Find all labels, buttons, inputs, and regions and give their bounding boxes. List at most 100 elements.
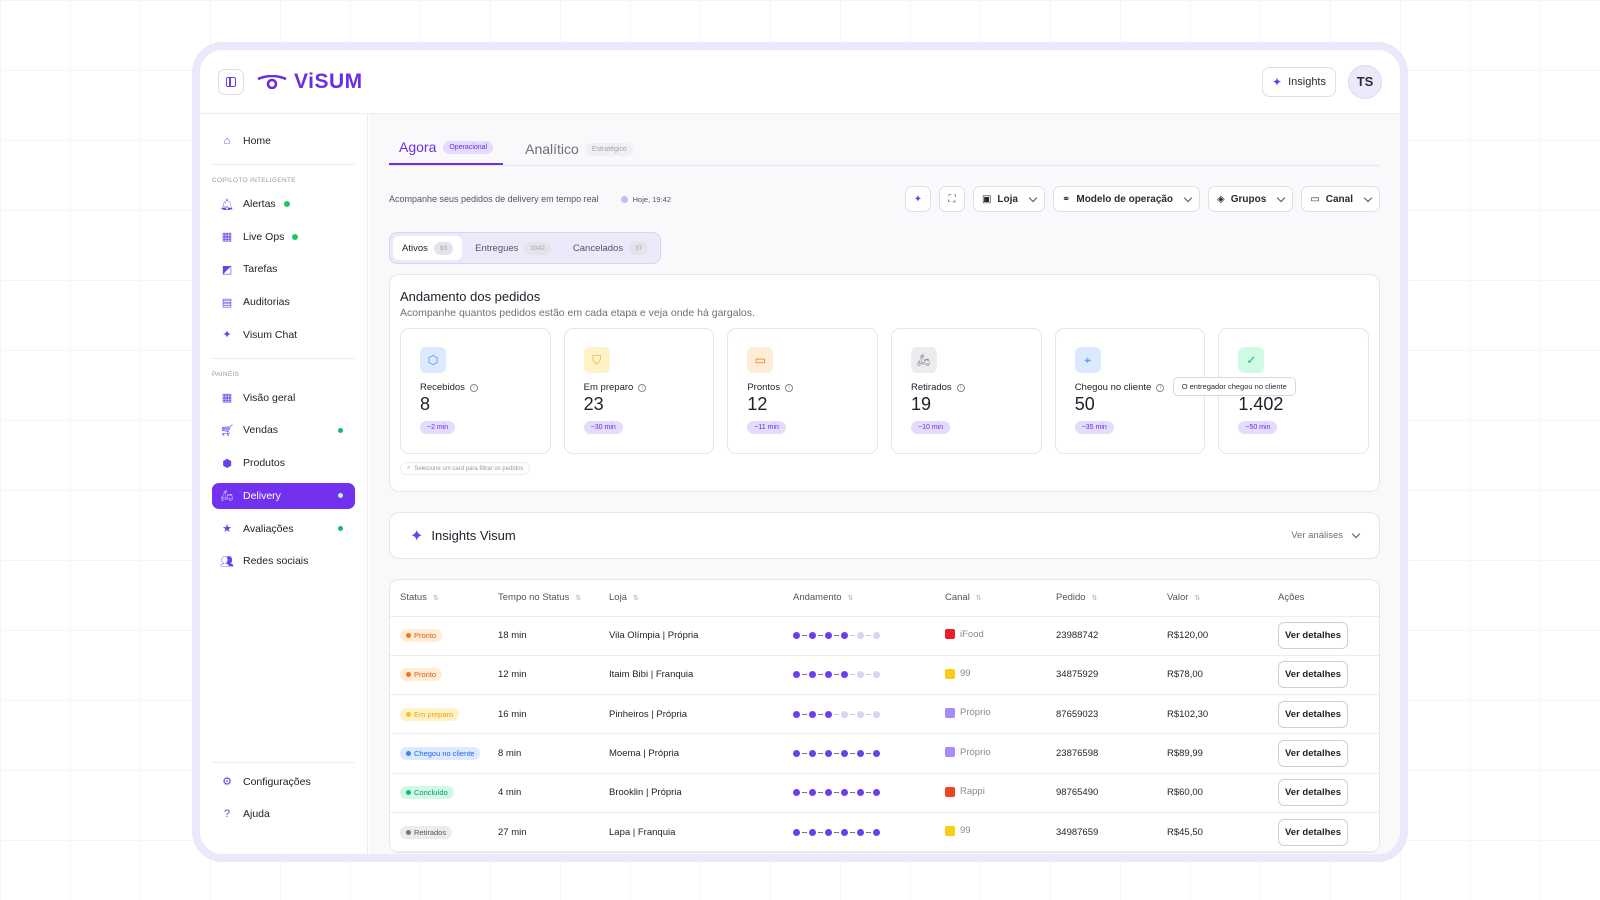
cell-store: Itaim Bibi | Franquia: [599, 655, 783, 696]
stage-card-retirados[interactable]: 🛵︎ Retirados i 19 ~10 min: [891, 328, 1042, 454]
ver-detalhes-button[interactable]: Ver detalhes: [1278, 661, 1348, 689]
sort-icon: ⇅: [1091, 595, 1098, 603]
filter-canal[interactable]: ▭ Canal: [1301, 186, 1380, 212]
insights-panel[interactable]: ✦ Insights Visum Ver análises: [389, 512, 1380, 559]
tab-label: Agora: [399, 139, 437, 155]
column-header-andamento[interactable]: Andamento ⇅: [783, 580, 935, 617]
progress-connector: [818, 831, 823, 833]
sidebar-item-vendas[interactable]: 🛒︎ Vendas: [212, 417, 355, 443]
column-header-status[interactable]: Status ⇅: [390, 580, 488, 617]
column-header-pedido[interactable]: Pedido ⇅: [1046, 580, 1157, 617]
ver-detalhes-button[interactable]: Ver detalhes: [1278, 740, 1348, 768]
users-icon: 👥︎: [220, 555, 234, 568]
status-dot: [292, 233, 299, 240]
sidebar-item-produtos[interactable]: ⬢ Produtos: [212, 450, 355, 476]
sidebar-item-visao-geral[interactable]: ▦ Visão geral: [212, 385, 355, 411]
sidebar-item-home[interactable]: ⌂ Home: [212, 128, 355, 154]
ver-detalhes-button[interactable]: Ver detalhes: [1278, 700, 1348, 728]
info-icon[interactable]: i: [1156, 383, 1165, 392]
sidebar-item-configuracoes[interactable]: ⚙ Configurações: [212, 769, 355, 795]
sidebar-item-live-ops[interactable]: ▦ Live Ops: [212, 224, 355, 250]
cell-value: R$45,50: [1157, 812, 1268, 853]
status-text: Em preparo: [414, 709, 454, 719]
cell-actions: Ver detalhes: [1268, 655, 1379, 696]
stage-card-recebidos[interactable]: ⬡ Recebidos i 8 ~2 min: [400, 328, 551, 454]
stage-value: 23: [583, 394, 604, 414]
cell-status: Em preparo: [390, 694, 488, 735]
sidebar-footer: ⚙ Configurações ? Ajuda: [212, 761, 355, 834]
table-row[interactable]: Retirados 27 min Lapa | Franquia 99 34987659…: [390, 812, 1379, 853]
chevron-down-icon: [1363, 193, 1373, 202]
table-row[interactable]: Pronto 18 min Vila Olímpia | Própria iFood 2…: [390, 616, 1379, 656]
progress-connector: [850, 753, 855, 755]
sidebar-item-redes-sociais[interactable]: 👥︎ Redes sociais: [212, 548, 355, 574]
segment-ativos[interactable]: Ativos 93: [393, 236, 463, 260]
stage-card-prontos[interactable]: ▭ Prontos i 12 ~11 min: [727, 328, 879, 454]
info-icon[interactable]: i: [469, 383, 478, 392]
sidebar-item-label: Vendas: [243, 424, 279, 437]
sidebar-item-auditorias[interactable]: ▤ Auditorias: [212, 289, 355, 315]
table-row[interactable]: Pronto 12 min Itaim Bibi | Franquia 99 34875…: [390, 655, 1379, 696]
sidebar-item-label: Visão geral: [243, 391, 296, 404]
progress-connector: [834, 753, 839, 755]
ver-detalhes-button[interactable]: Ver detalhes: [1278, 779, 1348, 807]
cell-channel: Próprio: [935, 733, 1046, 774]
ver-detalhes-button[interactable]: Ver detalhes: [1278, 622, 1348, 650]
table-row[interactable]: Em preparo 16 min Pinheiros | Própria Própr…: [390, 694, 1379, 735]
column-header-canal[interactable]: Canal ⇅: [935, 580, 1046, 617]
info-icon[interactable]: i: [956, 383, 965, 392]
stage-card-em-preparo[interactable]: ⛉ Em preparo i 23 ~30 min: [563, 328, 715, 454]
tab-agora[interactable]: Agora Operacional: [389, 139, 504, 165]
sidebar-item-visum-chat[interactable]: ✦ Visum Chat: [212, 322, 355, 348]
ver-detalhes-button[interactable]: Ver detalhes: [1278, 818, 1348, 846]
progress-step-icon: [841, 789, 848, 797]
filter-hint: ⌕ Selecione um card para filtrar os pedid…: [400, 462, 531, 475]
sidebar-item-delivery[interactable]: 🛵︎ Delivery: [212, 482, 355, 509]
cell-time: 18 min: [488, 616, 599, 656]
ai-sparkle-button[interactable]: ✦: [904, 186, 931, 212]
avatar[interactable]: TS: [1348, 64, 1382, 99]
progress-connector: [850, 831, 855, 833]
cell-actions: Ver detalhes: [1268, 616, 1379, 656]
filter-modelo-operacao[interactable]: ⚭ Modelo de operação: [1052, 186, 1201, 212]
sidebar-toggle-button[interactable]: [218, 68, 244, 95]
progress-step-icon: [857, 828, 864, 836]
progress-connector: [834, 713, 839, 715]
tab-analitico[interactable]: Analítico Estratégico: [515, 141, 643, 165]
status-dot: [338, 427, 343, 433]
sidebar-item-ajuda[interactable]: ? Ajuda: [212, 801, 355, 827]
cell-progress: [783, 733, 935, 774]
stage-card-concluidos[interactable]: ✓ 1.402 ~50 min: [1218, 328, 1370, 454]
status-dot: [283, 201, 290, 207]
progress-connector: [802, 753, 807, 755]
column-header-tempo[interactable]: Tempo no Status ⇅: [488, 580, 599, 617]
info-icon[interactable]: i: [785, 383, 794, 392]
sparkle-icon: ✦: [1272, 74, 1283, 89]
progress-connector: [834, 831, 839, 833]
app-window: ViSUM ✦ Insights TS ⌂ Home COPILOTO INTEL…: [200, 50, 1400, 854]
filter-loja[interactable]: ▣ Loja: [972, 186, 1045, 212]
column-header-loja[interactable]: Loja ⇅: [599, 580, 783, 617]
info-icon[interactable]: i: [638, 383, 647, 392]
ver-analises-button[interactable]: Ver análises: [1291, 529, 1361, 541]
cell-order: 34987659: [1046, 812, 1157, 853]
view-tabs: Agora Operacional Analítico Estratégico: [389, 114, 1380, 166]
hint-text: Selecione um card para filtrar os pedido…: [414, 465, 524, 472]
segment-cancelados[interactable]: Cancelados 37: [564, 236, 657, 260]
table-row[interactable]: Chegou no cliente 8 min Moema | Própria Pró…: [390, 733, 1379, 774]
order-progress-card: Andamento dos pedidos Acompanhe quantos …: [389, 274, 1380, 492]
orders-table-card: Status ⇅ Tempo no Status ⇅ Loja ⇅ Andamento…: [389, 579, 1380, 854]
column-header-valor[interactable]: Valor ⇅: [1157, 580, 1268, 617]
cell-time: 12 min: [488, 655, 599, 696]
table-row[interactable]: Concluído 4 min Brooklin | Própria Rappi 987…: [390, 773, 1379, 813]
segment-count: 1042: [524, 241, 551, 255]
insights-button[interactable]: ✦ Insights: [1262, 66, 1336, 97]
cell-channel: 99: [935, 812, 1046, 853]
sidebar-item-avaliacoes[interactable]: ★ Avaliações: [212, 516, 355, 542]
sidebar-item-tarefas[interactable]: ◩ Tarefas: [212, 256, 355, 282]
sidebar-item-alertas[interactable]: 🔔︎ Alertas: [212, 191, 355, 217]
stage-card-chegou-no-cliente[interactable]: ⌖ Chegou no cliente i 50 ~35 min O entreg…: [1054, 328, 1296, 454]
fullscreen-button[interactable]: ⛶: [938, 186, 965, 212]
filter-grupos[interactable]: ◈ Grupos: [1208, 186, 1294, 212]
segment-entregues[interactable]: Entregues 1042: [466, 236, 560, 260]
